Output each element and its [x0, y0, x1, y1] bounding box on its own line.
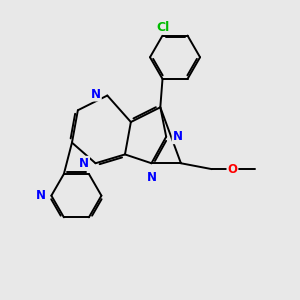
Text: N: N	[91, 88, 101, 100]
Text: Cl: Cl	[156, 21, 169, 34]
Text: N: N	[79, 157, 89, 170]
Text: N: N	[36, 189, 46, 202]
Text: N: N	[173, 130, 183, 143]
Text: O: O	[227, 163, 237, 176]
Text: N: N	[146, 171, 157, 184]
